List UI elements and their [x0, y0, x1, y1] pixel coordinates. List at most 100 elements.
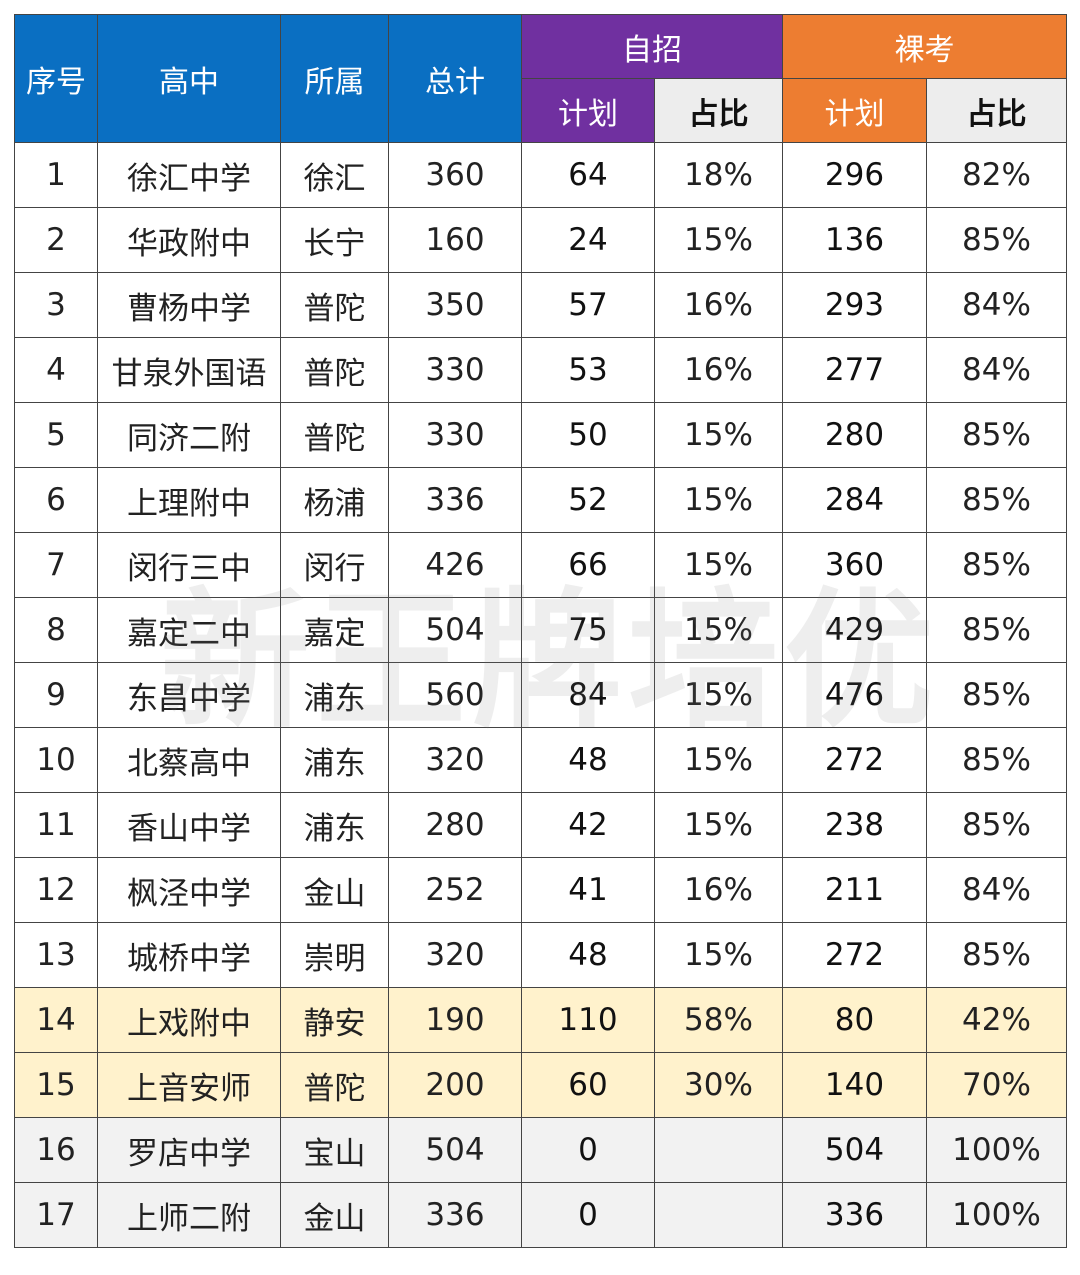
cell-school: 上理附中	[97, 467, 281, 533]
cell-total: 360	[388, 142, 522, 208]
cell-exam-plan: 504	[782, 1117, 927, 1183]
cell-seq: 14	[14, 987, 98, 1053]
cell-total: 330	[388, 402, 522, 468]
cell-school: 北蔡高中	[97, 727, 281, 793]
cell-seq: 9	[14, 662, 98, 728]
cell-district: 嘉定	[280, 597, 389, 663]
cell-exam-ratio: 70%	[926, 1052, 1067, 1118]
cell-self-plan: 57	[521, 272, 655, 338]
header-exam-group: 裸考	[782, 14, 1067, 79]
cell-self-ratio: 16%	[654, 337, 783, 403]
cell-total: 160	[388, 207, 522, 273]
cell-self-ratio: 15%	[654, 922, 783, 988]
cell-self-ratio	[654, 1117, 783, 1183]
cell-self-plan: 50	[521, 402, 655, 468]
cell-self-ratio	[654, 1182, 783, 1248]
cell-school: 城桥中学	[97, 922, 281, 988]
cell-seq: 7	[14, 532, 98, 598]
cell-school: 罗店中学	[97, 1117, 281, 1183]
cell-seq: 3	[14, 272, 98, 338]
cell-self-ratio: 58%	[654, 987, 783, 1053]
table-row: 11 香山中学 浦东 280 42 15% 238 85%	[14, 792, 1067, 858]
cell-seq: 6	[14, 467, 98, 533]
cell-total: 200	[388, 1052, 522, 1118]
cell-exam-ratio: 100%	[926, 1182, 1067, 1248]
cell-district: 普陀	[280, 272, 389, 338]
header-self-ratio: 占比	[654, 78, 783, 143]
enrollment-plan-table: 序号 高中 所属 总计 自招 裸考 计划 占比 计划 占比 1 徐汇中学 徐汇 360…	[14, 14, 1067, 1248]
cell-self-plan: 53	[521, 337, 655, 403]
cell-school: 甘泉外国语	[97, 337, 281, 403]
cell-district: 金山	[280, 857, 389, 923]
cell-self-plan: 75	[521, 597, 655, 663]
cell-self-ratio: 15%	[654, 402, 783, 468]
cell-exam-ratio: 85%	[926, 922, 1067, 988]
cell-district: 徐汇	[280, 142, 389, 208]
cell-total: 504	[388, 1117, 522, 1183]
cell-self-plan: 48	[521, 922, 655, 988]
cell-exam-ratio: 85%	[926, 792, 1067, 858]
cell-district: 普陀	[280, 402, 389, 468]
header-self-recruit-group: 自招	[521, 14, 783, 79]
cell-seq: 4	[14, 337, 98, 403]
cell-seq: 10	[14, 727, 98, 793]
cell-exam-ratio: 85%	[926, 467, 1067, 533]
cell-exam-ratio: 85%	[926, 532, 1067, 598]
table-row: 16 罗店中学 宝山 504 0 504 100%	[14, 1117, 1067, 1183]
table-row: 10 北蔡高中 浦东 320 48 15% 272 85%	[14, 727, 1067, 793]
cell-district: 浦东	[280, 792, 389, 858]
cell-exam-ratio: 85%	[926, 597, 1067, 663]
cell-seq: 5	[14, 402, 98, 468]
header-exam-ratio: 占比	[926, 78, 1067, 143]
cell-district: 静安	[280, 987, 389, 1053]
cell-total: 350	[388, 272, 522, 338]
cell-exam-plan: 476	[782, 662, 927, 728]
cell-total: 190	[388, 987, 522, 1053]
cell-self-ratio: 15%	[654, 727, 783, 793]
cell-district: 浦东	[280, 662, 389, 728]
cell-exam-ratio: 82%	[926, 142, 1067, 208]
table-row: 1 徐汇中学 徐汇 360 64 18% 296 82%	[14, 142, 1067, 208]
cell-seq: 8	[14, 597, 98, 663]
cell-district: 普陀	[280, 337, 389, 403]
header-seq: 序号	[14, 14, 98, 143]
cell-self-plan: 66	[521, 532, 655, 598]
table-body: 1 徐汇中学 徐汇 360 64 18% 296 82% 2 华政附中 长宁 160 24 15% 136 8…	[14, 142, 1067, 1248]
cell-seq: 16	[14, 1117, 98, 1183]
cell-seq: 1	[14, 142, 98, 208]
cell-exam-plan: 238	[782, 792, 927, 858]
table-row: 8 嘉定二中 嘉定 504 75 15% 429 85%	[14, 597, 1067, 663]
cell-exam-plan: 293	[782, 272, 927, 338]
cell-self-ratio: 18%	[654, 142, 783, 208]
cell-exam-plan: 296	[782, 142, 927, 208]
cell-district: 浦东	[280, 727, 389, 793]
cell-self-ratio: 15%	[654, 597, 783, 663]
cell-self-plan: 110	[521, 987, 655, 1053]
cell-self-ratio: 15%	[654, 207, 783, 273]
table-row: 4 甘泉外国语 普陀 330 53 16% 277 84%	[14, 337, 1067, 403]
cell-district: 金山	[280, 1182, 389, 1248]
cell-exam-plan: 280	[782, 402, 927, 468]
header-school: 高中	[97, 14, 281, 143]
cell-self-plan: 84	[521, 662, 655, 728]
cell-school: 上师二附	[97, 1182, 281, 1248]
enrollment-table-container: 序号 高中 所属 总计 自招 裸考 计划 占比 计划 占比 1 徐汇中学 徐汇 360…	[14, 14, 1067, 1248]
table-row: 15 上音安师 普陀 200 60 30% 140 70%	[14, 1052, 1067, 1118]
cell-self-plan: 41	[521, 857, 655, 923]
cell-exam-plan: 272	[782, 727, 927, 793]
table-row: 2 华政附中 长宁 160 24 15% 136 85%	[14, 207, 1067, 273]
cell-school: 同济二附	[97, 402, 281, 468]
cell-total: 560	[388, 662, 522, 728]
cell-exam-plan: 272	[782, 922, 927, 988]
cell-self-plan: 0	[521, 1117, 655, 1183]
cell-district: 宝山	[280, 1117, 389, 1183]
cell-self-plan: 24	[521, 207, 655, 273]
cell-exam-plan: 284	[782, 467, 927, 533]
cell-seq: 11	[14, 792, 98, 858]
table-header: 序号 高中 所属 总计 自招 裸考 计划 占比 计划 占比	[14, 14, 1067, 143]
header-self-plan: 计划	[521, 78, 655, 143]
cell-seq: 17	[14, 1182, 98, 1248]
cell-seq: 12	[14, 857, 98, 923]
cell-total: 336	[388, 467, 522, 533]
cell-exam-ratio: 100%	[926, 1117, 1067, 1183]
